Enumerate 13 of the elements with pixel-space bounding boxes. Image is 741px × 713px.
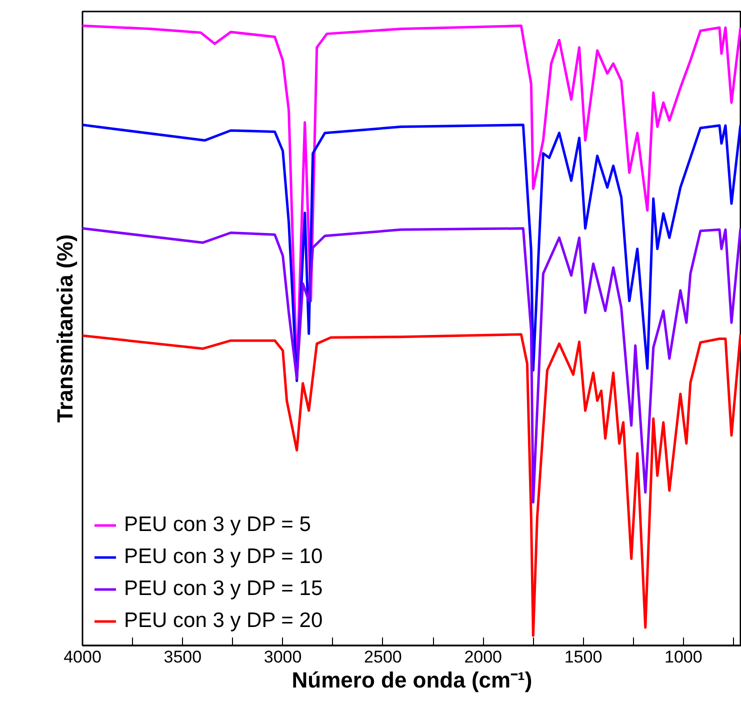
y-axis-title: Transmitancia (%) — [52, 234, 78, 423]
x-tick-label: 1500 — [564, 648, 602, 666]
legend-label: PEU con 3 y DP = 5 — [124, 513, 311, 537]
x-tick-label: 1000 — [664, 648, 702, 666]
legend-label: PEU con 3 y DP = 20 — [124, 609, 323, 633]
x-tick-label: 3500 — [164, 648, 202, 666]
legend-label: PEU con 3 y DP = 15 — [124, 577, 323, 601]
x-tick-label: 2500 — [364, 648, 402, 666]
x-tick-label: 3000 — [264, 648, 302, 666]
x-axis-title: Número de onda (cm⁻¹) — [292, 668, 532, 692]
legend-label: PEU con 3 y DP = 10 — [124, 545, 323, 569]
x-tick-label: 4000 — [64, 648, 102, 666]
x-tick-label: 2000 — [464, 648, 502, 666]
